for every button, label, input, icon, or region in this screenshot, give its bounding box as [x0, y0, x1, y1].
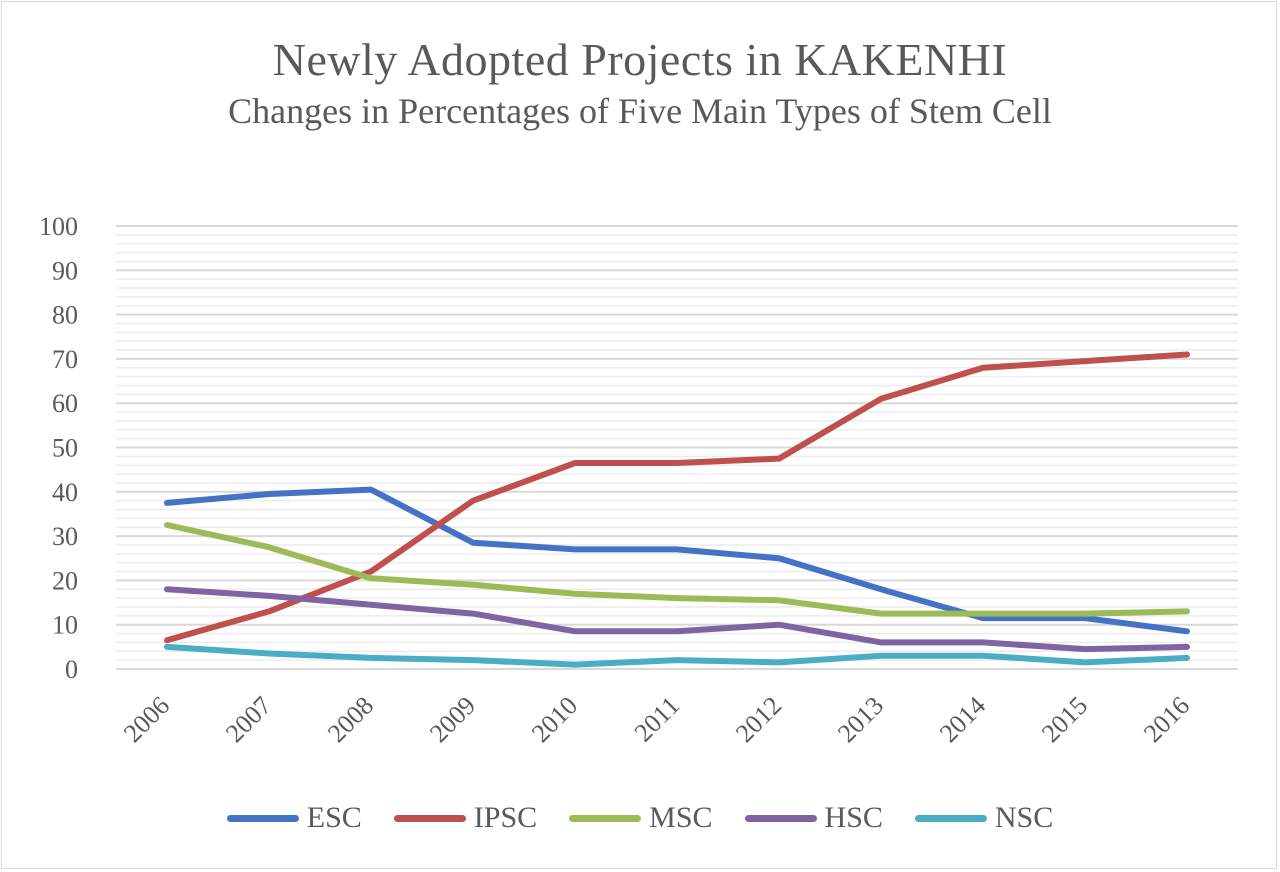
legend-label: ESC: [306, 801, 362, 834]
x-tick-label: 2008: [322, 691, 379, 748]
legend-label: IPSC: [473, 801, 538, 834]
y-tick-label: 60: [52, 389, 78, 418]
x-tick-label: 2006: [118, 691, 175, 748]
x-tick-label: 2015: [1036, 691, 1093, 748]
x-tick-label: 2007: [220, 691, 277, 748]
series-line-ipsc: [164, 351, 1190, 644]
y-tick-label: 90: [52, 256, 78, 285]
y-tick-label: 100: [39, 212, 78, 241]
x-tick-label: 2016: [1138, 691, 1195, 748]
y-tick-label: 20: [52, 566, 78, 595]
legend-label: NSC: [994, 801, 1054, 834]
legend-item-esc: ESC: [226, 801, 362, 835]
chart-gridlines: [116, 225, 1238, 670]
y-tick-label: 70: [52, 345, 78, 374]
series-line-esc: [164, 486, 1190, 635]
y-tick-label: 80: [52, 301, 78, 330]
legend-swatch: [569, 814, 642, 822]
chart-title-block: Newly Adopted Projects in KAKENHI Change…: [0, 32, 1280, 134]
x-tick-label: 2014: [934, 691, 991, 748]
legend-item-msc: MSC: [569, 801, 713, 835]
legend-swatch: [393, 814, 466, 822]
x-tick-label: 2012: [730, 691, 787, 748]
series-line-hsc: [164, 586, 1190, 653]
y-tick-label: 0: [65, 655, 78, 684]
x-tick-label: 2011: [629, 691, 686, 748]
y-tick-label: 40: [52, 478, 78, 507]
x-tick-label: 2009: [424, 691, 481, 748]
legend-item-hsc: HSC: [744, 801, 883, 835]
legend-swatch: [226, 814, 299, 822]
legend-swatch: [914, 814, 987, 822]
legend-label: HSC: [824, 801, 883, 834]
x-tick-label: 2013: [832, 691, 889, 748]
legend-item-nsc: NSC: [914, 801, 1054, 835]
x-tick-label: 2010: [526, 691, 583, 748]
y-tick-label: 30: [52, 522, 78, 551]
chart-title: Newly Adopted Projects in KAKENHI: [272, 34, 1008, 85]
legend-label: MSC: [649, 801, 713, 834]
series-line-nsc: [164, 643, 1190, 668]
chart-subtitle: Changes in Percentages of Five Main Type…: [228, 91, 1052, 131]
y-axis-labels: 0 10 20 30 40 50 60 70 80 90 100: [39, 212, 78, 684]
legend-item-ipsc: IPSC: [393, 801, 538, 835]
legend-swatch: [744, 814, 817, 822]
y-tick-label: 50: [52, 434, 78, 463]
series-line-msc: [164, 522, 1190, 617]
chart-series: [164, 351, 1190, 668]
x-axis-labels: 2006 2007 2008 2009 2010 2011 2012 2013 2014 2015…: [118, 691, 1195, 748]
chart-legend: ESC IPSC MSC HSC NSC: [0, 798, 1280, 838]
y-tick-label: 10: [52, 611, 78, 640]
